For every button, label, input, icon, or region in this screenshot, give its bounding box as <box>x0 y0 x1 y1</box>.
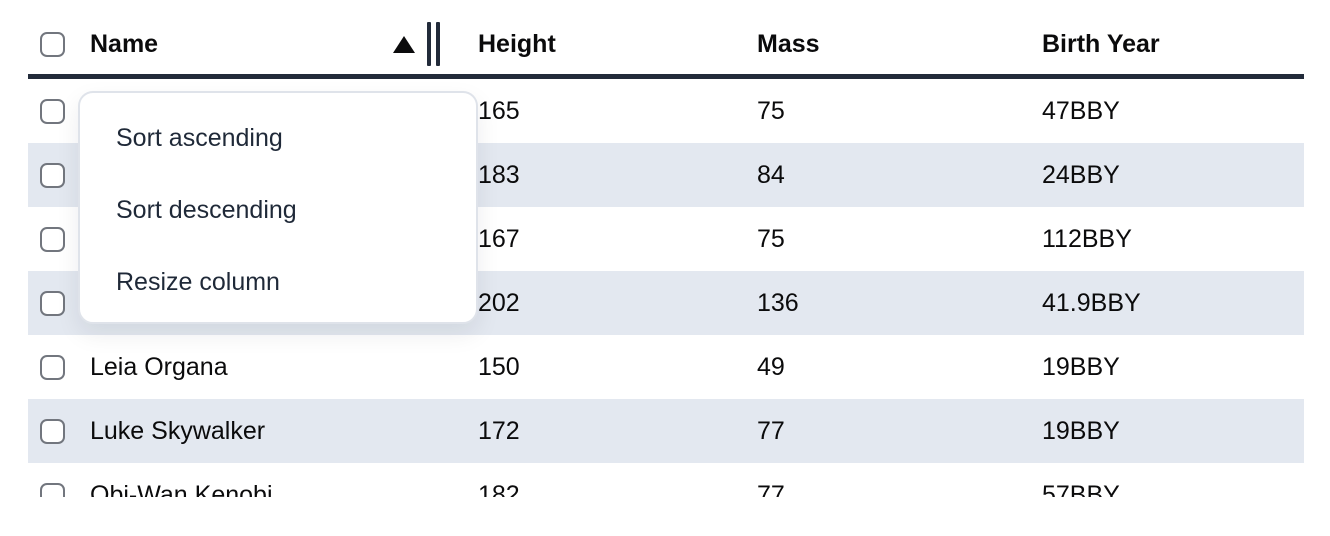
cell-birth-year: 19BBY <box>1042 416 1120 445</box>
cell-height: 182 <box>478 480 520 498</box>
resize-bar-icon <box>436 22 440 66</box>
select-all-checkbox[interactable] <box>40 31 65 57</box>
cell-mass: 49 <box>757 352 785 381</box>
cell-birth-year: 57BBY <box>1042 480 1120 498</box>
menu-item-sort-descending[interactable]: Sort descending <box>116 195 297 224</box>
row-checkbox[interactable] <box>40 418 65 444</box>
column-header-birth-year[interactable]: Birth Year <box>1030 30 1304 59</box>
cell-mass: 75 <box>757 96 785 125</box>
row-select-cell <box>28 162 78 188</box>
menu-item-resize-column[interactable]: Resize column <box>116 267 280 296</box>
cell-birth-year: 24BBY <box>1042 160 1120 189</box>
table-row: 202 136 41.9BBY <box>28 271 1304 335</box>
column-header-name-label: Name <box>90 29 159 58</box>
table-row: Luke Skywalker 172 77 19BBY <box>28 399 1304 463</box>
row-select-cell <box>28 290 78 316</box>
cell-mass: 75 <box>757 224 785 253</box>
row-checkbox[interactable] <box>40 98 65 124</box>
table-header-row: Name Height Mass Birth Year <box>28 0 1304 79</box>
cell-name: Leia Organa <box>90 352 228 381</box>
row-checkbox[interactable] <box>40 290 65 316</box>
select-all-cell <box>28 31 78 57</box>
column-header-mass[interactable]: Mass <box>745 30 1030 59</box>
table-row: 165 75 47BBY <box>28 79 1304 143</box>
row-checkbox[interactable] <box>40 226 65 252</box>
column-context-menu: Sort ascending Sort descending Resize co… <box>78 91 478 324</box>
table-viewport: Name Height Mass Birth Year <box>28 0 1304 497</box>
column-header-height[interactable]: Height <box>466 30 745 59</box>
table-row: Leia Organa 150 49 19BBY <box>28 335 1304 399</box>
column-header-mass-label: Mass <box>757 29 820 58</box>
cell-height: 167 <box>478 224 520 253</box>
row-checkbox[interactable] <box>40 354 65 380</box>
row-select-cell <box>28 98 78 124</box>
cell-name: Obi-Wan Kenobi <box>90 480 273 498</box>
characters-table: Name Height Mass Birth Year <box>28 0 1304 497</box>
resize-bar-icon <box>427 22 431 66</box>
row-checkbox[interactable] <box>40 482 65 497</box>
cell-birth-year: 19BBY <box>1042 352 1120 381</box>
cell-birth-year: 41.9BBY <box>1042 288 1141 317</box>
cell-mass: 136 <box>757 288 799 317</box>
cell-height: 150 <box>478 352 520 381</box>
menu-item-sort-ascending[interactable]: Sort ascending <box>116 123 283 152</box>
sort-ascending-icon <box>393 35 415 53</box>
cell-height: 165 <box>478 96 520 125</box>
cell-birth-year: 112BBY <box>1042 224 1132 253</box>
column-resize-handle[interactable] <box>427 22 440 66</box>
row-select-cell <box>28 418 78 444</box>
cell-mass: 77 <box>757 416 785 445</box>
cell-height: 202 <box>478 288 520 317</box>
cell-birth-year: 47BBY <box>1042 96 1120 125</box>
cell-height: 183 <box>478 160 520 189</box>
row-select-cell <box>28 354 78 380</box>
cell-mass: 84 <box>757 160 785 189</box>
column-header-name[interactable]: Name <box>78 22 466 66</box>
cell-height: 172 <box>478 416 520 445</box>
row-checkbox[interactable] <box>40 162 65 188</box>
row-select-cell <box>28 482 78 497</box>
table-row: 167 75 112BBY <box>28 207 1304 271</box>
cell-mass: 77 <box>757 480 785 498</box>
table-row: Obi-Wan Kenobi 182 77 57BBY <box>28 463 1304 497</box>
cell-name: Luke Skywalker <box>90 416 266 445</box>
column-header-birth-year-label: Birth Year <box>1042 29 1160 58</box>
row-select-cell <box>28 226 78 252</box>
column-header-height-label: Height <box>478 29 556 58</box>
